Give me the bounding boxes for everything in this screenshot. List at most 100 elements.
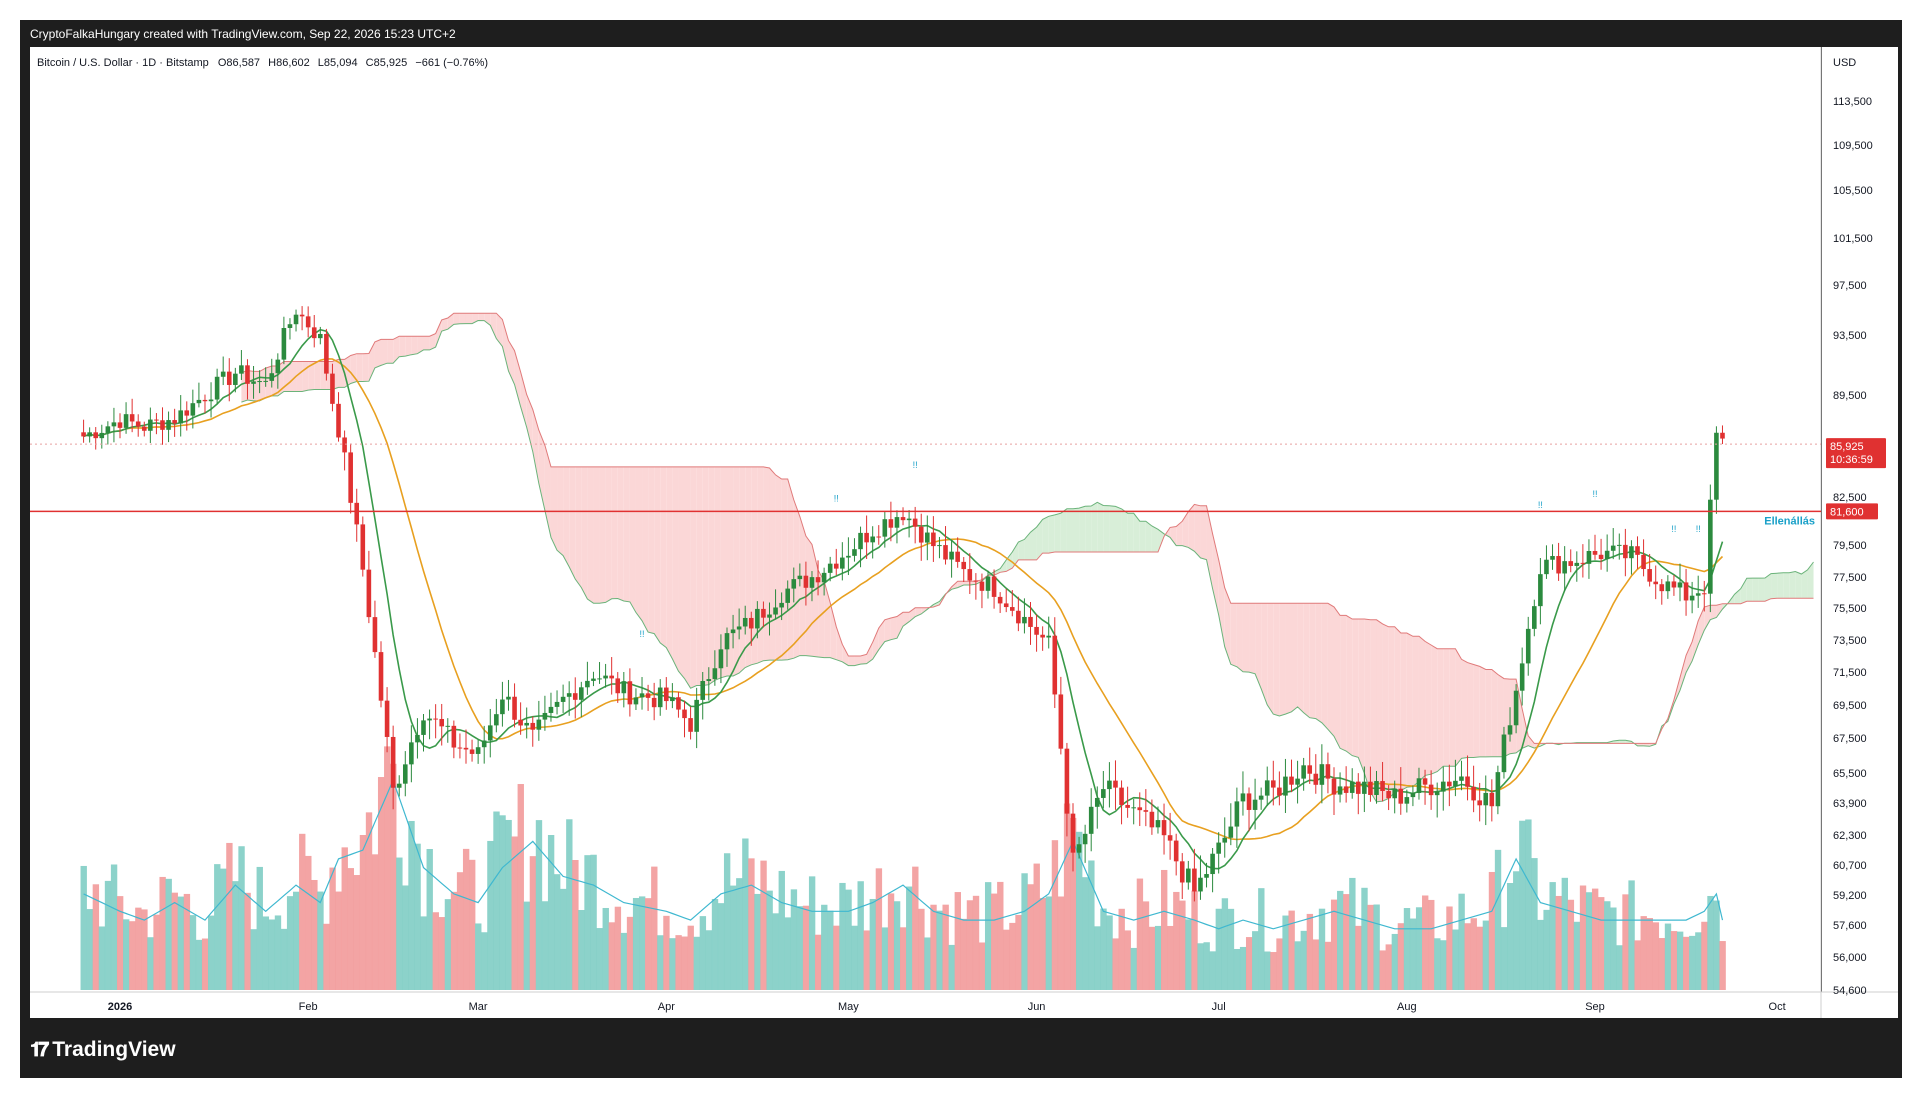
cloud-segment	[1151, 525, 1158, 553]
candle-body	[87, 432, 92, 437]
candle-body	[1574, 562, 1580, 566]
volume-bar	[1397, 923, 1405, 990]
candle-body	[827, 563, 833, 573]
cloud-segment	[1443, 648, 1450, 767]
candle-body	[245, 365, 250, 384]
cloud-segment	[1467, 662, 1474, 758]
cloud-segment	[1491, 669, 1498, 757]
volume-bar	[1652, 922, 1660, 990]
volume-bar	[1555, 895, 1562, 990]
candle-body	[469, 749, 475, 754]
y-tick-label: 62,300	[1833, 830, 1867, 842]
cloud-segment	[672, 466, 679, 672]
tradingview-logo[interactable]: 𝟏𝟕 TradingView	[30, 1038, 176, 1062]
volume-bar	[711, 898, 719, 990]
volume-bar	[815, 934, 822, 990]
candle-body	[99, 432, 105, 439]
legend-line: Bitcoin / U.S. Dollar · 1D · Bitstamp O8…	[37, 57, 488, 69]
volume-bar	[1148, 926, 1156, 990]
volume-bar	[426, 848, 433, 990]
currency-label: USD	[1833, 57, 1856, 69]
volume-bar	[359, 835, 367, 990]
candle-body	[1708, 499, 1713, 594]
candle-body	[445, 725, 451, 727]
volume-bar	[1063, 803, 1071, 990]
candle-body	[1186, 868, 1191, 883]
candle-body	[1173, 840, 1179, 862]
candle-body	[105, 426, 111, 433]
cloud-segment	[963, 581, 970, 586]
candle-body	[1525, 628, 1531, 664]
volume-bar	[86, 909, 93, 990]
candle-body	[803, 575, 809, 588]
cloud-segment	[538, 430, 545, 511]
candle-body	[566, 693, 572, 697]
candle-body	[475, 747, 481, 754]
candle-body	[226, 371, 232, 385]
cloud-segment	[314, 361, 321, 390]
candle-body	[815, 577, 821, 583]
x-tick-label: Apr	[658, 1001, 675, 1013]
candle-body	[1380, 781, 1385, 792]
time-axis-pane[interactable]	[30, 992, 1898, 1018]
volume-bar	[1494, 849, 1502, 990]
volume-bar	[1646, 918, 1653, 990]
candle-body	[293, 314, 299, 325]
candle-body	[1107, 780, 1112, 790]
cloud-segment	[1006, 552, 1013, 572]
cloud-segment	[605, 466, 612, 603]
signal-marks: !!!!!!!!!!!!!!	[640, 460, 1701, 639]
cloud-segment	[678, 466, 685, 679]
volume-bar	[1051, 840, 1059, 990]
cloud-segment	[1121, 508, 1128, 553]
volume-bar	[353, 875, 361, 990]
candle-body	[481, 740, 487, 748]
candle-body	[396, 783, 402, 788]
level-price-badge: 81,600	[1826, 503, 1878, 520]
candle-body	[846, 555, 851, 558]
volume-bar	[171, 892, 178, 990]
volume-bar	[444, 899, 452, 990]
cloud-segment	[696, 466, 703, 686]
candle-body	[1489, 792, 1495, 807]
x-tick-label: Sep	[1585, 1001, 1605, 1013]
candle-body	[657, 687, 663, 708]
volume-bar	[1695, 932, 1702, 990]
volume-bar	[1094, 926, 1101, 990]
candle-body	[1562, 561, 1567, 574]
volume-bar	[918, 908, 925, 990]
candle-body	[1701, 593, 1707, 595]
volume-bar	[1209, 951, 1216, 990]
volume-bar	[1458, 893, 1465, 990]
plot-pane[interactable]	[30, 47, 1821, 992]
volume-bar	[396, 857, 403, 990]
volume-bar	[1203, 942, 1210, 990]
cloud-segment	[459, 313, 466, 324]
candle-body	[1058, 694, 1064, 749]
volume-bar	[1088, 860, 1095, 990]
cloud-segment	[1188, 504, 1195, 552]
candle-body	[257, 381, 262, 383]
volume-bar	[1500, 927, 1508, 990]
volume-bar	[1713, 900, 1720, 990]
candle-body	[1568, 561, 1574, 566]
legend-high: 86,602	[276, 57, 310, 69]
volume-bar	[1318, 908, 1326, 990]
candle-body	[894, 517, 900, 528]
price-axis-pane[interactable]	[1822, 47, 1898, 992]
candle-body	[1677, 582, 1683, 588]
y-tick-label: 97,500	[1833, 280, 1867, 292]
volume-bar	[1233, 948, 1241, 990]
volume-bar	[906, 886, 913, 990]
volume-bar	[299, 833, 306, 990]
cloud-segment	[496, 313, 503, 347]
candle-body	[269, 373, 275, 381]
candle-body	[463, 747, 469, 750]
cloud-segment	[1030, 527, 1037, 560]
cloud-segment	[1370, 619, 1377, 802]
cloud-segment	[393, 336, 400, 364]
x-tick-label: Oct	[1769, 1001, 1786, 1013]
cloud-segment	[1182, 511, 1189, 548]
candle-body	[415, 734, 420, 743]
